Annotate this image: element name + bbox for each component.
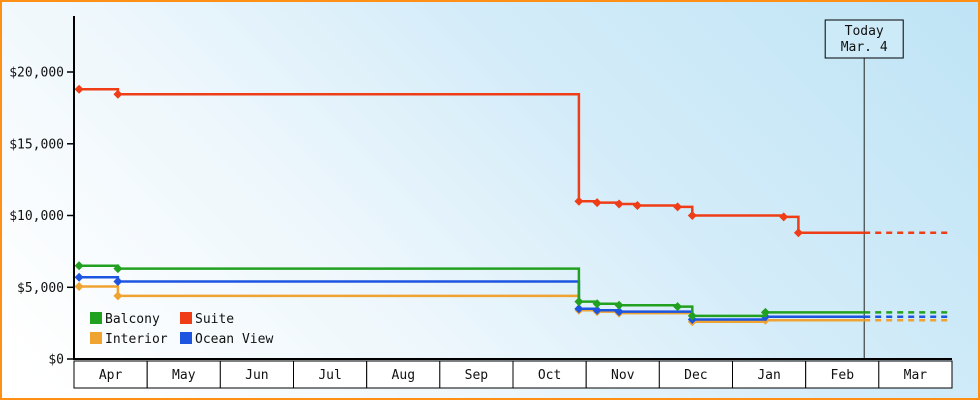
series-marker-balcony: [673, 302, 683, 312]
y-tick-label: $0: [48, 353, 64, 368]
series-marker-suite: [574, 196, 584, 206]
series-line-balcony: [79, 264, 865, 318]
month-label: Feb: [831, 368, 855, 383]
series-marker-suite: [632, 201, 642, 210]
legend-swatch-interior: [90, 332, 102, 344]
series-line-ocean-view: [79, 275, 865, 321]
today-box: [824, 19, 904, 59]
series-marker-suite: [74, 84, 84, 94]
month-cell: [219, 360, 294, 389]
month-cell: [732, 360, 807, 389]
legend-label-interior: Interior: [105, 332, 168, 347]
y-tick-label: $15,000: [9, 137, 64, 152]
month-cell: [805, 360, 880, 389]
series-marker-suite: [779, 212, 789, 222]
series-marker-ocean-view: [113, 277, 123, 286]
series-marker-ocean-view: [614, 307, 624, 317]
axes: [73, 16, 952, 360]
legend-label-balcony: Balcony: [105, 312, 160, 327]
month-label: Nov: [611, 368, 635, 383]
month-label: Oct: [538, 368, 561, 383]
series-marker-balcony: [614, 300, 624, 310]
month-label: Dec: [684, 368, 707, 383]
series-marker-ocean-view: [574, 304, 584, 314]
series-marker-ocean-view: [74, 272, 84, 282]
series-marker-suite: [793, 228, 803, 238]
month-label: Sep: [465, 368, 489, 383]
series-marker-balcony: [592, 299, 602, 309]
month-label: Mar: [904, 368, 928, 383]
y-tick-label: $10,000: [9, 209, 64, 224]
month-cell: [73, 360, 148, 389]
series-marker-suite: [113, 89, 123, 99]
month-label: Apr: [99, 368, 123, 383]
month-label: Aug: [392, 368, 415, 383]
series-marker-suite: [592, 198, 602, 208]
legend-swatch-suite: [180, 312, 192, 324]
y-tick-label: $20,000: [9, 66, 64, 81]
series-marker-interior: [113, 291, 123, 301]
series-marker-balcony: [574, 297, 584, 307]
series-marker-balcony: [687, 311, 697, 321]
legend-label-suite: Suite: [195, 312, 234, 327]
month-cell: [439, 360, 514, 389]
series-marker-balcony: [113, 264, 123, 274]
y-tick-label: $5,000: [17, 281, 64, 296]
legend-swatch-balcony: [90, 312, 102, 324]
month-label: Jul: [318, 368, 341, 383]
series-line-suite: [79, 87, 865, 234]
month-cell: [585, 360, 660, 389]
month-cell: [658, 360, 733, 389]
month-label: Jan: [757, 368, 780, 383]
month-cell: [878, 360, 953, 389]
month-cell: [146, 360, 221, 389]
month-label: Jun: [245, 368, 268, 383]
series-line-interior: [79, 285, 865, 323]
series-marker-ocean-view: [592, 305, 602, 315]
month-label: May: [172, 368, 196, 383]
legend-label-ocean-view: Ocean View: [195, 332, 273, 347]
month-cell: [512, 360, 587, 389]
today-box-date: Mar. 4: [841, 40, 888, 55]
series-marker-balcony: [74, 261, 84, 271]
series-marker-suite: [687, 211, 697, 220]
month-cell: [366, 360, 441, 389]
legend-swatch-ocean-view: [180, 332, 192, 344]
series-marker-suite: [673, 202, 683, 212]
series-marker-suite: [614, 199, 624, 209]
series-marker-balcony: [760, 307, 770, 317]
series-marker-interior: [74, 282, 84, 291]
today-box-title: Today: [845, 24, 884, 39]
